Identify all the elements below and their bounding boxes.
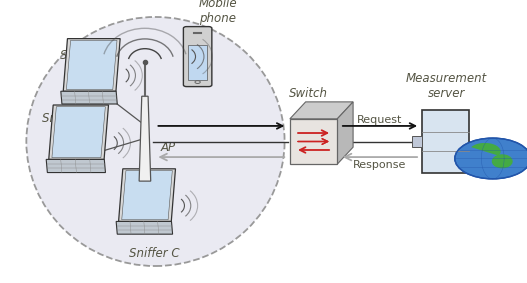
Polygon shape xyxy=(66,40,117,89)
Text: Mobile
phone: Mobile phone xyxy=(198,0,237,25)
FancyBboxPatch shape xyxy=(422,110,469,173)
FancyBboxPatch shape xyxy=(188,45,207,80)
Text: AP: AP xyxy=(161,141,176,154)
Polygon shape xyxy=(46,159,105,173)
Text: Sniffer C: Sniffer C xyxy=(129,247,180,260)
Ellipse shape xyxy=(26,17,285,266)
Polygon shape xyxy=(61,91,118,104)
Polygon shape xyxy=(52,107,105,158)
Polygon shape xyxy=(290,102,353,119)
Polygon shape xyxy=(63,39,120,91)
Text: Switch: Switch xyxy=(289,87,328,100)
Text: Sniffer B: Sniffer B xyxy=(42,112,93,125)
Polygon shape xyxy=(139,96,151,181)
Polygon shape xyxy=(119,169,175,221)
Polygon shape xyxy=(116,221,173,234)
Text: Measurement
server: Measurement server xyxy=(406,72,487,100)
Circle shape xyxy=(455,138,527,179)
Text: Sniffer A: Sniffer A xyxy=(60,49,110,62)
Text: Request: Request xyxy=(357,115,403,125)
FancyBboxPatch shape xyxy=(183,27,212,87)
Polygon shape xyxy=(49,105,109,159)
Polygon shape xyxy=(337,102,353,164)
Polygon shape xyxy=(122,170,172,220)
FancyBboxPatch shape xyxy=(412,136,422,147)
Polygon shape xyxy=(471,143,501,156)
Polygon shape xyxy=(492,154,513,168)
Text: Response: Response xyxy=(353,160,407,170)
Polygon shape xyxy=(290,119,337,164)
